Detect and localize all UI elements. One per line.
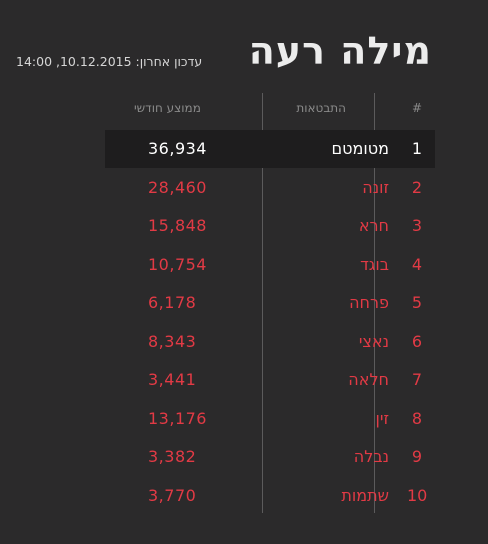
table-row: 7 חלאה 3,441 [105, 361, 435, 399]
expression-word: זין [375, 408, 389, 428]
table-row: 10 שתמות 3,770 [105, 477, 435, 515]
table-row: 6 נאצי 8,343 [105, 323, 435, 361]
monthly-average-value: 8,343 [148, 331, 197, 351]
expression-word: חלאה [348, 370, 389, 389]
monthly-average-value: 3,441 [148, 370, 197, 389]
expression-word: מטומטם [331, 139, 389, 158]
rank-number: 3 [411, 216, 423, 235]
expression-word: נאצי [358, 331, 389, 351]
page-title: מילה רעה [248, 29, 432, 73]
table-row: 5 פרחה 6,178 [105, 284, 435, 322]
monthly-average-value: 10,754 [148, 254, 207, 274]
monthly-average-value: 3,770 [148, 485, 197, 505]
table-row: 3 חרא 15,848 [105, 207, 435, 245]
rank-number: 2 [411, 177, 423, 197]
rank-number: 5 [411, 293, 423, 312]
rank-number: 6 [411, 331, 423, 351]
monthly-average-value: 13,176 [148, 408, 207, 428]
table-row: 8 זין 13,176 [105, 400, 435, 438]
rank-number: 9 [411, 447, 423, 466]
monthly-average-value: 3,382 [148, 447, 197, 466]
header-rank: # [411, 101, 422, 115]
monthly-average-value: 6,178 [148, 293, 197, 312]
column-divider-right [374, 93, 375, 513]
rank-number: 10 [407, 485, 428, 505]
table-row: 1 מטומטם 36,934 [105, 130, 435, 168]
table-row: 9 נבלה 3,382 [105, 438, 435, 476]
header-expressions: התבטאות [296, 101, 346, 115]
monthly-average-value: 15,848 [148, 216, 207, 235]
expression-word: נבלה [353, 447, 389, 466]
table-row: 2 זונה 28,460 [105, 169, 435, 207]
header-monthly-average: ממוצע חודשי [134, 101, 201, 115]
expression-word: פרחה [349, 293, 389, 312]
rank-number: 8 [411, 408, 423, 428]
expression-word: זונה [362, 177, 389, 197]
expression-word: בוגד [360, 254, 389, 274]
rank-number: 7 [411, 370, 423, 389]
last-updated-text: עדכון אחרון: 10.12.2015, 14:00 [16, 54, 203, 69]
rank-number: 1 [411, 139, 423, 158]
monthly-average-value: 28,460 [148, 177, 207, 197]
expression-word: שתמות [341, 485, 389, 505]
expression-word: חרא [358, 216, 389, 235]
table-row: 4 בוגד 10,754 [105, 246, 435, 284]
column-divider-left [262, 93, 263, 513]
monthly-average-value: 36,934 [148, 139, 207, 158]
rank-number: 4 [411, 254, 423, 274]
